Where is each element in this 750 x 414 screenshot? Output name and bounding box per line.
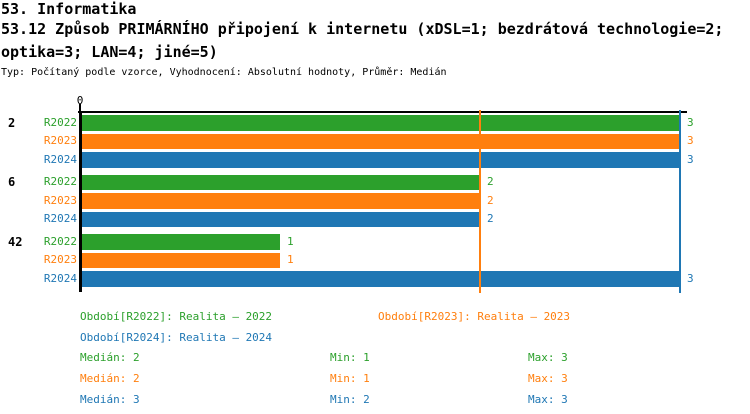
legend-item-r2022: Období[R2022]: Realita – 2022	[80, 310, 273, 323]
bar-r2023	[82, 252, 280, 268]
question-title-line2: optika=3; LAN=4; jiné=5)	[1, 43, 218, 61]
stat-median-r2022: Medián: 2	[80, 351, 140, 364]
bar-value-label: 3	[687, 115, 694, 129]
stat-max-r2023: Max: 3	[528, 372, 568, 385]
series-label-r2024: R2024	[43, 212, 77, 226]
question-meta: Typ: Počítaný podle vzorce, Vyhodnocení:…	[1, 67, 447, 78]
bar-value-label: 1	[287, 234, 294, 248]
stat-median-r2023: Medián: 2	[80, 372, 140, 385]
bar-value-label: 3	[687, 134, 694, 148]
legend-item-r2024: Období[R2024]: Realita – 2024	[80, 331, 273, 344]
question-title-line1: 53.12 Způsob PRIMÁRNÍHO připojení k inte…	[1, 20, 724, 38]
category-label: 2	[8, 115, 16, 130]
stat-median-r2024: Medián: 3	[80, 393, 140, 406]
median-reference-line	[679, 110, 681, 293]
category-label: 42	[8, 234, 23, 249]
stat-max-r2022: Max: 3	[528, 351, 568, 364]
stat-min-r2023: Min: 1	[330, 372, 370, 385]
bar-r2022	[82, 234, 280, 250]
bar-value-label: 1	[287, 253, 294, 267]
stat-max-r2024: Max: 3	[528, 393, 568, 406]
bar-value-label: 2	[487, 193, 494, 207]
bar-value-label: 2	[487, 212, 494, 226]
bar-r2023	[82, 133, 680, 149]
bar-r2022	[82, 174, 480, 190]
stat-min-r2022: Min: 1	[330, 351, 370, 364]
stat-min-r2024: Min: 2	[330, 393, 370, 406]
series-label-r2024: R2024	[43, 152, 77, 166]
x-axis-zero-tick-label: 0	[76, 94, 84, 107]
series-label-r2023: R2023	[43, 134, 77, 148]
bar-r2024	[82, 152, 680, 168]
x-axis-tick-mark	[79, 104, 81, 112]
bar-r2024	[82, 271, 680, 287]
y-axis-line	[79, 111, 82, 292]
series-label-r2023: R2023	[43, 193, 77, 207]
section-title: 53. Informatika	[1, 0, 137, 18]
legend-item-r2023: Období[R2023]: Realita – 2023	[378, 310, 571, 323]
category-label: 6	[8, 175, 16, 190]
x-axis-line	[78, 111, 687, 113]
bar-value-label: 3	[687, 152, 694, 166]
median-reference-line	[479, 110, 481, 293]
series-label-r2022: R2022	[43, 115, 77, 129]
series-label-r2024: R2024	[43, 271, 77, 285]
bar-r2023	[82, 193, 480, 209]
series-label-r2022: R2022	[43, 175, 77, 189]
bar-r2022	[82, 115, 680, 131]
series-label-r2022: R2022	[43, 234, 77, 248]
bar-value-label: 3	[687, 271, 694, 285]
series-label-r2023: R2023	[43, 253, 77, 267]
bar-value-label: 2	[487, 175, 494, 189]
bar-r2024	[82, 211, 480, 227]
